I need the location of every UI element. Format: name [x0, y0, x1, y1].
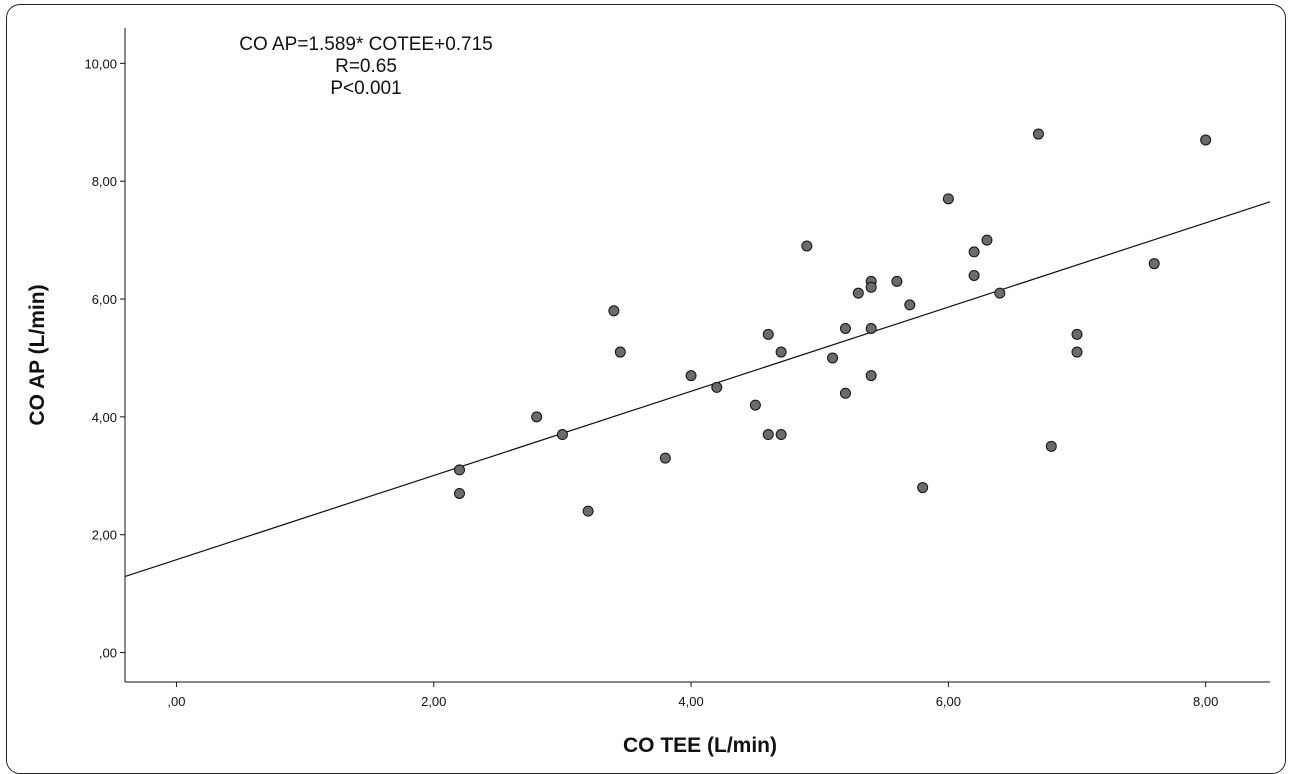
regression-line — [124, 201, 1271, 578]
data-point — [917, 482, 929, 494]
data-point — [685, 370, 697, 382]
data-point — [1071, 346, 1083, 358]
data-point — [453, 487, 465, 499]
x-tick-label: 2,00 — [421, 694, 446, 709]
y-tick-label: ,00 — [99, 646, 117, 661]
y-tick-label: 8,00 — [92, 174, 117, 189]
x-axis-title: CO TEE (L/min) — [623, 734, 777, 757]
data-point — [1045, 440, 1057, 452]
data-point — [608, 305, 620, 317]
data-point — [827, 352, 839, 364]
data-point — [762, 328, 774, 340]
data-point — [981, 234, 993, 246]
data-point — [453, 464, 465, 476]
data-point — [1032, 128, 1044, 140]
data-point — [904, 299, 916, 311]
y-tick-label: 2,00 — [92, 528, 117, 543]
r-value-label: R=0.65 — [335, 56, 397, 77]
data-points — [453, 128, 1212, 517]
x-tick-label: 8,00 — [1193, 694, 1218, 709]
data-point — [801, 240, 813, 252]
data-point — [865, 370, 877, 382]
data-point — [711, 381, 723, 393]
data-point — [775, 346, 787, 358]
data-point — [582, 505, 594, 517]
equation-label: CO AP=1.589* COTEE+0.715 — [239, 34, 493, 55]
data-point — [749, 399, 761, 411]
data-point — [659, 452, 671, 464]
x-tick-label: 6,00 — [936, 694, 961, 709]
chart-frame — [6, 4, 1286, 774]
data-point — [531, 411, 543, 423]
data-point — [1148, 258, 1160, 270]
y-tick-label: 6,00 — [92, 292, 117, 307]
data-point — [762, 429, 774, 441]
data-point — [942, 193, 954, 205]
data-point — [891, 275, 903, 287]
data-point — [839, 387, 851, 399]
data-point — [1071, 328, 1083, 340]
data-point — [775, 429, 787, 441]
y-tick-label: 4,00 — [92, 410, 117, 425]
data-point — [865, 322, 877, 334]
data-point — [968, 246, 980, 258]
y-tick-group: ,00 2,00 4,00 6,00 8,00 10,00 — [84, 56, 125, 661]
x-tick-group: ,00 2,00 4,00 6,00 8,00 — [167, 682, 1218, 709]
data-point — [994, 287, 1006, 299]
data-point — [865, 281, 877, 293]
data-point — [852, 287, 864, 299]
data-point — [1200, 134, 1212, 146]
p-value-label: P<0.001 — [330, 78, 401, 99]
y-tick-label: 10,00 — [84, 56, 117, 71]
data-point — [968, 269, 980, 281]
x-tick-label: ,00 — [167, 694, 185, 709]
data-point — [556, 429, 568, 441]
x-tick-label: 4,00 — [678, 694, 703, 709]
data-point — [614, 346, 626, 358]
y-axis-title: CO AP (L/min) — [26, 284, 49, 425]
data-point — [839, 322, 851, 334]
